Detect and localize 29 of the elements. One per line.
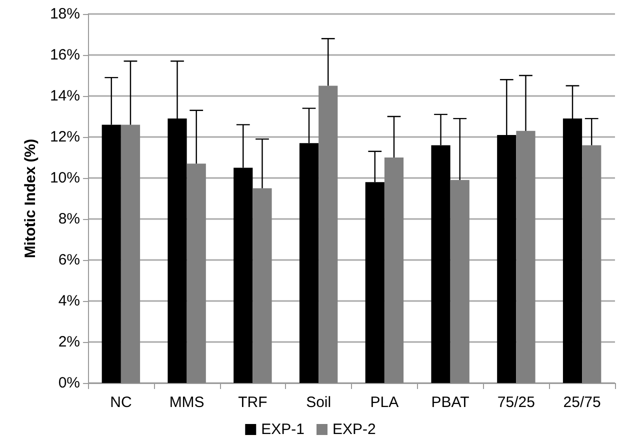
y-tick-label: 16% — [50, 46, 80, 64]
y-tick-label: 0% — [58, 374, 80, 392]
legend-label: EXP-1 — [261, 421, 305, 438]
y-tick-label: 2% — [58, 334, 80, 350]
bar — [516, 130, 536, 383]
x-tick-label: MMS — [169, 394, 204, 411]
x-tick-label: PLA — [370, 394, 399, 411]
y-tick-label: 6% — [58, 252, 80, 268]
y-tick-label: 10% — [50, 170, 80, 186]
x-tick-label: PBAT — [431, 394, 470, 411]
x-tick-label: TRF — [238, 394, 268, 411]
x-tick-label: 25/75 — [563, 394, 601, 411]
y-axis-title: Mitotic Index (%) — [22, 138, 39, 258]
x-tick-label: Soil — [306, 394, 332, 411]
x-tick-label: 75/25 — [497, 394, 535, 411]
x-tick-label: NC — [110, 394, 132, 411]
bar — [384, 158, 404, 383]
bar — [252, 188, 272, 383]
y-tick-label: 4% — [58, 292, 80, 310]
bar — [186, 164, 206, 383]
bar — [120, 124, 140, 383]
bar — [318, 86, 338, 383]
y-tick-label: 12% — [50, 128, 80, 146]
y-tick-label: 8% — [58, 210, 80, 228]
bar — [582, 145, 602, 383]
legend-label: EXP-2 — [332, 421, 376, 438]
y-tick-label: 18% — [50, 6, 80, 22]
bar — [450, 180, 470, 383]
y-tick-label: 14% — [50, 88, 80, 104]
